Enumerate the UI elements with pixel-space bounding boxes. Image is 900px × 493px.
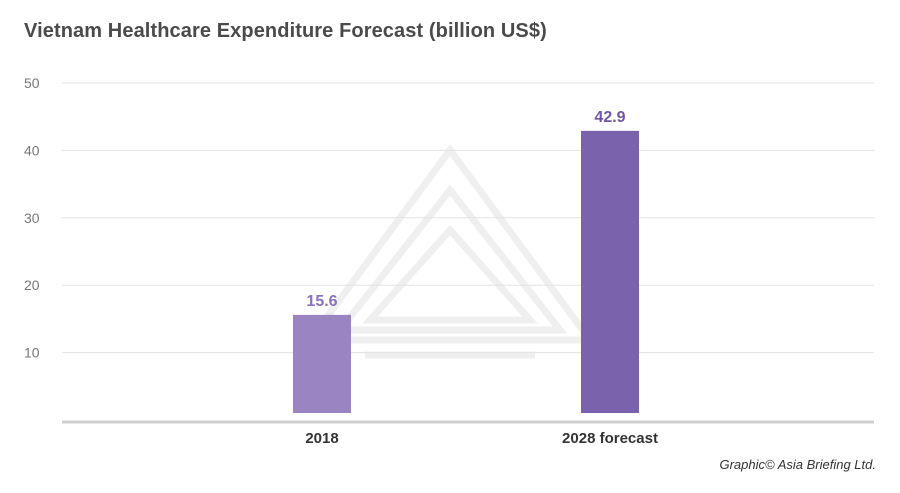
x-tick-label: 2028 forecast (562, 430, 658, 447)
y-tick-label: 40 (24, 142, 40, 158)
data-label: 42.9 (594, 109, 625, 126)
y-tick-label: 10 (24, 345, 40, 361)
x-tick-label: 2018 (305, 430, 338, 447)
credit-text: Graphic© Asia Briefing Ltd. (719, 457, 876, 472)
chart-title: Vietnam Healthcare Expenditure Forecast … (24, 20, 547, 42)
y-tick-label: 20 (24, 277, 40, 293)
bar-1 (581, 130, 639, 413)
watermark-logo (303, 144, 597, 359)
y-tick-label: 30 (24, 210, 40, 226)
data-label: 15.6 (306, 293, 337, 310)
y-tick-label: 50 (24, 75, 40, 91)
bar-0 (293, 314, 351, 413)
